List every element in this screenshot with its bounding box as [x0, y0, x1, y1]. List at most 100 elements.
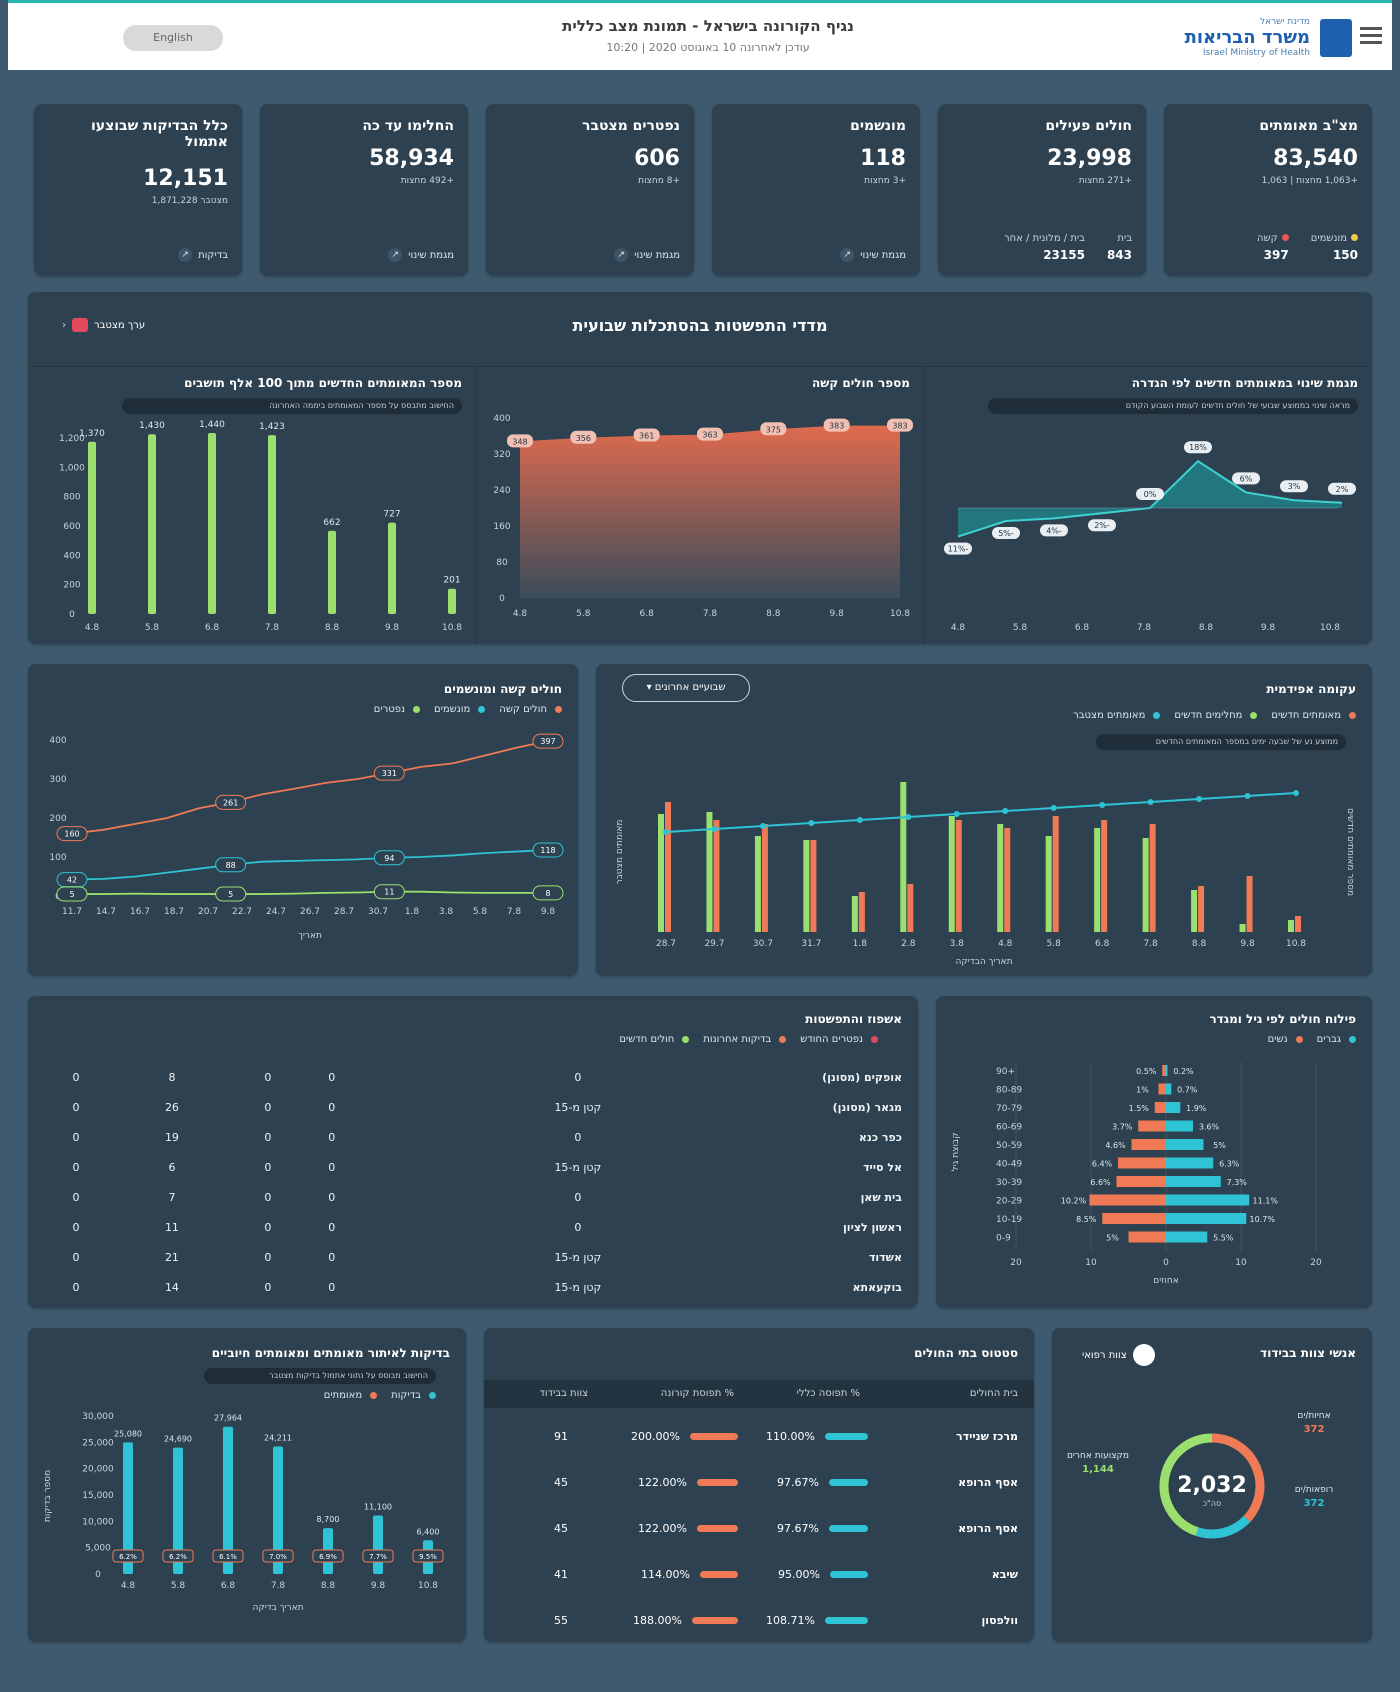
age-group-label: +90	[996, 1067, 1015, 1077]
staff-group-value: 1,144	[1082, 1464, 1114, 1475]
positive-rate-label: 6.9%	[319, 1553, 337, 1561]
hamburger-menu-icon[interactable]	[1360, 27, 1382, 45]
x-tick: 5.8	[473, 907, 488, 917]
covid-occupancy: 200.00%	[631, 1430, 738, 1443]
cumulative-point	[1244, 793, 1251, 799]
male-bar	[1166, 1102, 1181, 1113]
period-dropdown[interactable]: שבועיים אחרונים ▾	[622, 674, 750, 702]
occupancy-value: 95.00%	[778, 1568, 820, 1581]
table-cell: 0	[264, 1070, 272, 1084]
kpi-title: מצ"ב מאומתים	[1259, 118, 1358, 134]
point-tag	[532, 885, 564, 901]
kpi-value: 12,151	[143, 166, 228, 191]
hospital-row[interactable]: שיבא 95.00% 114.00% 41	[500, 1554, 1018, 1600]
age-gender-title: פילוח חולים לפי גיל ומגדר	[1209, 1012, 1356, 1026]
y-tick: 400	[493, 414, 510, 424]
x-tick: 11.7	[62, 907, 82, 917]
point-label: -5%	[998, 529, 1014, 538]
medical-staff-toggle[interactable]: צוות רפואי	[1082, 1344, 1155, 1366]
epi-curve-card: עקומה אפידמית שבועיים אחרונים ▾ מאומתים …	[596, 664, 1372, 976]
y-tick: 25,000	[82, 1438, 114, 1448]
kpi-breakdown-text: בית	[1117, 233, 1132, 244]
kpi-card[interactable]: חולים פעילים 23,998 +271 מחצות בית 843 בית / …	[938, 104, 1146, 276]
legend-item: גברים	[1317, 1034, 1356, 1045]
occupancy-bar	[825, 1617, 868, 1624]
female-pct-label: 6.4%	[1092, 1160, 1113, 1169]
female-pct-label: 4.6%	[1105, 1141, 1126, 1150]
x-tick: 8.8	[1192, 939, 1207, 949]
kpi-sub: +271 מחצות	[1078, 176, 1132, 186]
divider	[476, 366, 477, 644]
ministry-logo[interactable]: מדינת ישראל משרד הבריאות Israel Ministry…	[1150, 17, 1310, 58]
new-cases-per-100k-info: החישוב מתבסס על מספר המאומתים ביממה האחר…	[122, 398, 462, 414]
trend-arrow-icon: ↗	[178, 248, 193, 262]
toggle-switch-icon[interactable]	[72, 318, 88, 332]
hospital-row[interactable]: אסף הרופא 97.67% 122.00% 45	[500, 1462, 1018, 1508]
cumulative-toggle[interactable]: ערך מצטבר ‹	[62, 318, 145, 332]
table-row: כפר כנא 0 0 0 19 0	[44, 1122, 903, 1152]
x-tick: 10.8	[442, 623, 462, 633]
hospital-row[interactable]: מרכז שניידר 110.00% 200.00% 91	[500, 1416, 1018, 1462]
kpi-link-label: מגמת שינוי	[860, 249, 906, 261]
donut-segment	[1211, 1433, 1265, 1522]
table-cell: 0	[574, 1220, 582, 1234]
kpi-card[interactable]: נפטרים מצטבר 606 +8 מחצות מגמת שינוי ↗	[486, 104, 694, 276]
positive-rate-label: 6.1%	[219, 1553, 237, 1561]
kpi-breakdown-item: בית 843	[1107, 233, 1132, 262]
occupancy-bar	[829, 1525, 868, 1532]
y-tick: 300	[49, 775, 66, 785]
tests-bar	[373, 1515, 383, 1574]
language-button[interactable]: English	[123, 25, 223, 51]
bar	[448, 588, 456, 614]
kpi-card[interactable]: החלימו עד כה 58,934 +492 מחצות מגמת שינוי ↗	[260, 104, 468, 276]
point-tag	[944, 542, 972, 555]
kpi-trend-link[interactable]: מגמת שינוי ↗	[614, 248, 680, 262]
col-hospital: בית החולים	[969, 1388, 1018, 1399]
severe-ventilated-card: חולים קשה ומונשמים חולים קשה מונשמים נפטרי…	[28, 664, 578, 976]
male-pct-label: 11.1%	[1253, 1197, 1279, 1206]
chevron-down-icon: ▾	[646, 682, 652, 693]
kpi-title: נפטרים מצטבר	[582, 118, 680, 134]
female-pct-label: 1.5%	[1129, 1104, 1150, 1113]
kpi-card[interactable]: מונשמים 118 +3 מחצות מגמת שינוי ↗	[712, 104, 920, 276]
recovered-bar	[1004, 828, 1011, 932]
hospital-row[interactable]: אסף הרופא 97.67% 122.00% 45	[500, 1508, 1018, 1554]
series-line	[71, 740, 549, 835]
x-axis-label: תאריך	[298, 931, 322, 941]
legend-label: מאומתים מצטבר	[1073, 710, 1146, 721]
kpi-link-label: בדיקות	[198, 249, 228, 261]
kpi-value: 83,540	[1273, 146, 1358, 171]
covid-occupancy: 122.00%	[638, 1476, 738, 1489]
kpi-trend-link[interactable]: מגמת שינוי ↗	[840, 248, 906, 262]
cumulative-point	[711, 826, 718, 832]
x-tick: 8.8	[321, 1581, 336, 1591]
female-pct-label: 8.5%	[1076, 1215, 1097, 1224]
male-bar	[1166, 1157, 1214, 1169]
toggle-circle-icon[interactable]	[1132, 1344, 1155, 1366]
hospitals-title: סטטוס בתי החולים	[914, 1346, 1018, 1360]
legend-dot-icon	[871, 1036, 878, 1043]
kpi-trend-link[interactable]: מגמת שינוי ↗	[388, 248, 454, 262]
x-tick: 8.8	[325, 623, 340, 633]
point-tag	[1088, 519, 1116, 532]
table-cell: 0	[328, 1220, 336, 1234]
legend-label: חולים חדשים	[619, 1034, 675, 1045]
male-pct-label: 6.3%	[1219, 1160, 1240, 1169]
table-cell: 0	[328, 1100, 336, 1114]
x-tick: 7.8	[1143, 939, 1158, 949]
recovered-bar	[1101, 820, 1108, 932]
legend-label: מחלימים חדשים	[1174, 710, 1243, 721]
cumulative-point	[808, 820, 815, 826]
male-pct-label: 0.7%	[1177, 1086, 1198, 1095]
y-tick: 1,000	[59, 463, 85, 473]
city-name: אשדוד	[868, 1250, 902, 1264]
kpi-card[interactable]: מצ"ב מאומתים 83,540 +1,063 מחצות | 1,063 מו…	[1164, 104, 1372, 276]
kpi-card[interactable]: כלל הבדיקות שבוצעו אתמול 12,151 מצטבר 1,87…	[34, 104, 242, 276]
legend-label: חולים קשה	[499, 704, 547, 715]
bar-label: 662	[323, 518, 340, 528]
kpi-trend-link[interactable]: בדיקות ↗	[178, 248, 228, 262]
hospital-row[interactable]: וולפסון 108.71% 188.00% 55	[500, 1600, 1018, 1646]
table-cell: 0	[574, 1070, 582, 1084]
tests-chart: 30,000 25,000 20,000 15,000 10,000 5,000 0 25,0…	[43, 1412, 444, 1613]
